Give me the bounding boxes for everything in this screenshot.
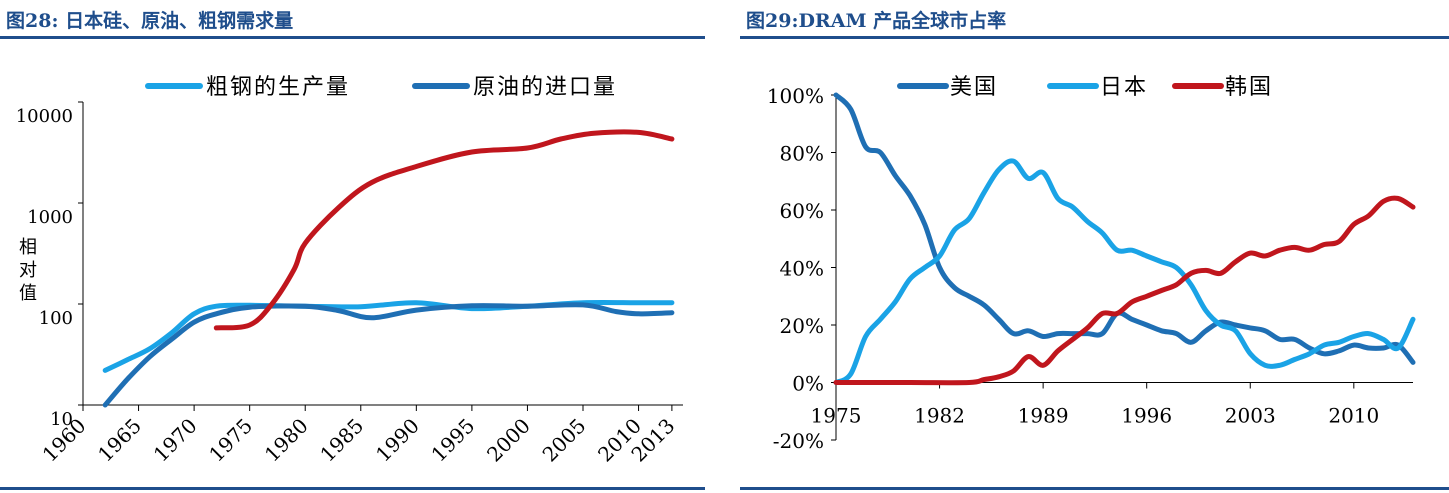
right-y-tick-label: -20% <box>773 429 824 453</box>
left-chart-panel: 图28: 日本硅、原油、粗钢需求量 10 100 1000 10000 1960 1965… <box>0 0 705 493</box>
right-x-tick-label: 2003 <box>1225 404 1276 428</box>
right-chart-svg: -20% 0% 20% 40% 60% 80% 100% 1975 1982 1989 1996 20… <box>767 75 1416 453</box>
left-series-line-1 <box>102 302 675 408</box>
right-y-tick-label: 100% <box>767 84 824 108</box>
left-x-tick-label: 1985 <box>315 414 368 467</box>
right-y-tick-label: 0% <box>792 372 824 396</box>
left-y-tick-label: 10 <box>50 409 73 430</box>
left-x-tick-label: 1980 <box>260 414 313 467</box>
right-legend-label: 美国 <box>950 75 998 100</box>
left-x-tick-label: 1975 <box>204 414 257 467</box>
left-x-tick-label: 1970 <box>149 414 202 467</box>
left-y-axis-label-char: 值 <box>19 283 37 304</box>
right-y-tick-label: 80% <box>780 142 824 166</box>
left-legend-label: 原油的进口量 <box>473 75 617 100</box>
left-y-axis-label-char: 相 <box>19 237 37 258</box>
right-y-tick-label: 20% <box>780 314 824 338</box>
right-chart-title: 图29:DRAM 产品全球市占率 <box>746 10 1007 32</box>
right-chart-panel: 图29:DRAM 产品全球市占率 -20% 0% 20% 40% 60% 80% 100% 1… <box>740 0 1449 493</box>
right-y-tick-label: 40% <box>780 257 824 281</box>
left-y-axis-label-char: 对 <box>19 260 37 281</box>
left-series-line-2 <box>213 129 675 331</box>
right-title-divider <box>740 36 1449 39</box>
right-x-tick-label: 1996 <box>1121 404 1172 428</box>
right-legend-label: 韩国 <box>1225 75 1273 100</box>
right-series-line-0 <box>833 92 1416 365</box>
left-series-line-0 <box>102 299 675 373</box>
right-series-line-1 <box>833 158 1416 385</box>
left-x-tick-label: 2005 <box>538 414 591 467</box>
left-y-tick-label: 100 <box>39 308 73 329</box>
left-y-tick-label: 1000 <box>27 207 73 228</box>
left-x-tick-label: 1965 <box>93 414 146 467</box>
left-x-tick-label: 1990 <box>371 414 424 467</box>
right-x-tick-label: 1989 <box>1018 404 1069 428</box>
right-x-tick-label: 2010 <box>1328 404 1379 428</box>
left-bottom-divider <box>0 487 705 490</box>
right-x-tick-label: 1982 <box>914 404 965 428</box>
left-y-tick-label: 10000 <box>16 106 73 127</box>
left-x-tick-label: 2000 <box>482 414 535 467</box>
right-x-tick-label: 1975 <box>811 404 862 428</box>
left-title-divider <box>0 36 705 39</box>
right-y-tick-label: 60% <box>780 199 824 223</box>
right-legend-label: 日本 <box>1100 75 1148 100</box>
right-series-line-2 <box>833 195 1416 386</box>
left-chart-title: 图28: 日本硅、原油、粗钢需求量 <box>6 10 294 32</box>
right-bottom-divider <box>740 487 1449 490</box>
left-x-tick-label: 1995 <box>426 414 479 467</box>
left-legend-label: 粗钢的生产量 <box>206 75 350 100</box>
